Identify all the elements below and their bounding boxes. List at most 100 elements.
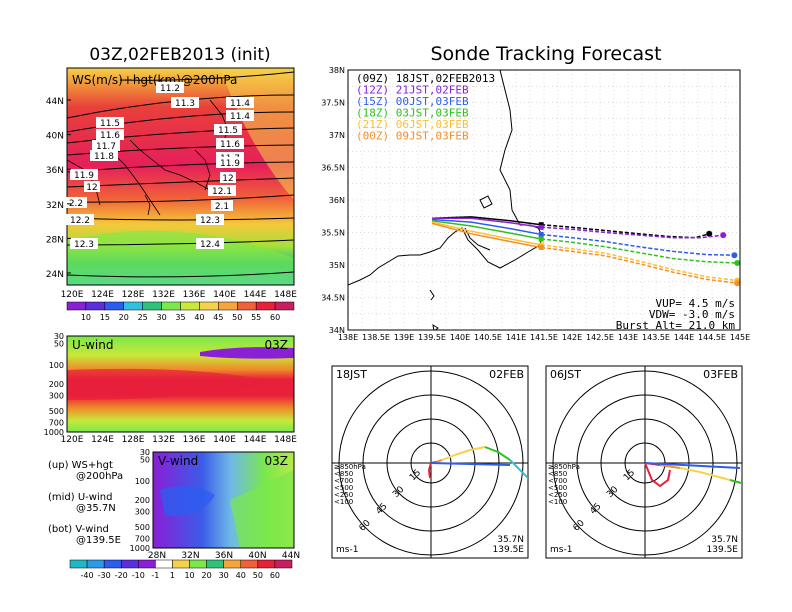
contour-label-box: [220, 172, 236, 183]
contour-label-box: [96, 117, 124, 128]
hodo-legend-entry: <100: [548, 498, 567, 506]
v-wind-label: V-wind: [158, 454, 198, 468]
contour-label-box: [92, 140, 120, 151]
ws-colorbar-label: 35: [175, 313, 185, 322]
hodo-legend-entry: <850: [334, 470, 353, 478]
contour-label-box: [226, 97, 254, 108]
contour-label: 12.3: [200, 216, 220, 226]
map-ytick-label: 34.5N: [321, 294, 345, 303]
map-xtick-label: 139E: [394, 333, 414, 342]
map-title: Sonde Tracking Forecast: [430, 43, 661, 65]
contour-label-box: [216, 157, 244, 168]
hodo-legend-entry: <100: [334, 498, 353, 506]
u-wind-xtick-label: 128E: [122, 435, 145, 445]
contour-label: 11.3: [175, 99, 195, 109]
hodo-units-label: ms-1: [550, 545, 572, 555]
hodo-legend-entry: <700: [548, 477, 567, 485]
wind-colorbar-label: 1: [170, 571, 175, 580]
map-xtick-label: 142.5E: [586, 333, 614, 342]
u-wind-xtick-label: 120E: [61, 435, 84, 445]
contour-label: 12.1: [212, 187, 232, 197]
v-wind-xtick-label: 40N: [248, 551, 266, 561]
hodo-lon-label: 139.5E: [707, 545, 739, 555]
landing-marker: [706, 230, 713, 237]
hodo-trace-segment: [497, 451, 511, 461]
v-wind-ytick-label: 50: [140, 456, 150, 465]
contour-label: 11.4: [230, 99, 250, 109]
map-frame: [347, 69, 741, 331]
u-wind-time: 03Z: [265, 338, 289, 352]
wind-colorbar-swatch: [240, 559, 259, 569]
u-wind-easterly: [200, 347, 294, 359]
hodo-trace-upper: [644, 462, 741, 469]
hodo-trace-upper: [430, 462, 511, 466]
map-xtick-label: 138.5E: [362, 333, 390, 342]
v-wind-xtick-label: 44N: [282, 551, 300, 561]
contour-label-box: [70, 169, 98, 180]
contour-label: 11.2: [160, 84, 180, 94]
ws-colorbar-swatch: [142, 301, 162, 311]
contour-label: 11.7: [96, 142, 116, 152]
wind-colorbar-swatch: [206, 559, 224, 569]
track-line-solid: [432, 217, 542, 229]
hodo-date-label: 03FEB: [703, 368, 738, 381]
u-wind-x-axis: 120E 124E 128E 132E 136E 140E 144E 148E: [61, 435, 298, 445]
contour-label-box: [216, 138, 244, 149]
wind-colorbar-label: 40: [236, 571, 246, 580]
v-wind-core: [160, 486, 215, 516]
u-wind-label: U-wind: [72, 338, 113, 352]
contour-label: 2.1: [215, 202, 229, 212]
ws-xtick-label: 132E: [152, 290, 175, 300]
hodo-frame: [331, 365, 529, 559]
wind-colorbar-label: 60: [270, 571, 280, 580]
wind-colorbar: -40 -30 -20 -10 -1 1 10 20 30 40 50 60: [69, 559, 293, 580]
contour-label: 12.4: [200, 240, 220, 250]
contour-label-box: [65, 197, 87, 208]
v-wind-xtick-label: 36N: [215, 551, 233, 561]
hodo-trace-segment: [484, 446, 499, 453]
legend-entry: (12Z) 21JST,02FEB: [356, 84, 469, 97]
ws-colorbar-swatch: [66, 301, 87, 311]
contour-label: 12: [222, 174, 233, 184]
v-wind-xtick-label: 28N: [148, 551, 166, 561]
ws-xtick-label: 128E: [122, 290, 145, 300]
u-wind-ytick-label: 50: [54, 340, 64, 349]
ws-ytick-label: 40N: [46, 132, 64, 142]
v-wind-ytick-label: 100: [135, 477, 150, 486]
track-line-solid: [431, 221, 542, 246]
ws-colorbar-label: 15: [100, 313, 110, 322]
wind-colorbar-label: -20: [115, 571, 128, 580]
contour-label-box: [196, 214, 224, 225]
ws-colorbar-label: 60: [270, 313, 280, 322]
ws-colorbar-label: 45: [213, 313, 223, 322]
u-wind-ytick-label: 200: [49, 380, 64, 389]
hodo-date-label: 02FEB: [489, 368, 524, 381]
u-wind-ytick-label: 30: [54, 332, 64, 341]
landing-marker: [734, 280, 740, 287]
ws-ytick-label: 44N: [46, 97, 64, 107]
wind-colorbar-swatch: [155, 559, 173, 569]
hodo-frame: [545, 365, 743, 559]
wind-colorbar-label: 30: [219, 571, 229, 580]
map-xtick-label: 139.5E: [418, 333, 446, 342]
track-line-dashed: [541, 226, 724, 239]
ws-colorbar-swatch: [104, 301, 125, 311]
map-xtick-label: 144E: [674, 333, 694, 342]
map-ytick-label: 37.5N: [321, 99, 345, 108]
burst-text: Burst Alt= 21.0 km: [616, 319, 736, 332]
init-title: 03Z,02FEB2013 (init): [89, 45, 270, 65]
wind-colorbar-label: -10: [132, 571, 145, 580]
map-xtick-label: 143.5E: [642, 333, 670, 342]
hodo-legend-entry: <850: [548, 470, 567, 478]
wind-colorbar-label: 20: [202, 571, 212, 580]
u-wind-ytick-label: 500: [49, 407, 64, 416]
legend-entry: (15Z) 00JST,03FEB: [356, 95, 469, 108]
track-line-solid: [431, 222, 542, 249]
ws-colorbar-label: 10: [81, 313, 91, 322]
contour-label: 11.9: [220, 159, 240, 169]
burst-marker: [538, 244, 544, 250]
contour-label-box: [84, 181, 100, 192]
hodo-trace-segment: [699, 471, 716, 477]
